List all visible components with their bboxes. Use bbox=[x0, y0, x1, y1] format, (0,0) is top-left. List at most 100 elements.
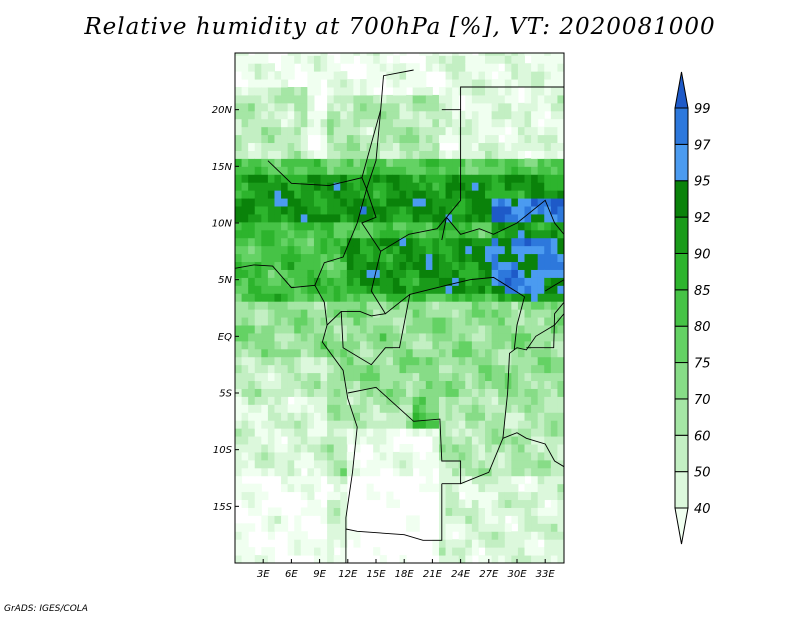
field-cell bbox=[557, 285, 564, 294]
field-cell bbox=[320, 547, 328, 556]
field-cell bbox=[498, 515, 506, 524]
field-cell bbox=[320, 317, 328, 326]
field-cell bbox=[340, 221, 348, 231]
field-cell bbox=[485, 87, 493, 96]
field-cell bbox=[281, 364, 289, 374]
field-cell bbox=[491, 142, 499, 151]
field-cell bbox=[327, 444, 335, 453]
field-cell bbox=[287, 190, 295, 199]
field-cell bbox=[471, 451, 479, 461]
field-cell bbox=[327, 531, 335, 540]
field-cell bbox=[254, 150, 262, 159]
field-cell bbox=[557, 55, 564, 64]
field-cell bbox=[531, 110, 539, 120]
field-cell bbox=[504, 531, 512, 540]
field-cell bbox=[485, 491, 493, 501]
field-cell bbox=[498, 277, 506, 286]
field-cell bbox=[511, 332, 519, 342]
field-cell bbox=[504, 285, 512, 294]
field-cell bbox=[465, 182, 473, 191]
field-cell bbox=[471, 229, 479, 239]
field-cell bbox=[465, 213, 473, 223]
field-cell bbox=[406, 213, 414, 223]
field-cell bbox=[320, 404, 328, 413]
field-cell bbox=[281, 190, 289, 199]
field-cell bbox=[419, 253, 427, 263]
field-cell bbox=[241, 285, 249, 294]
field-cell bbox=[511, 412, 519, 421]
field-cell bbox=[353, 380, 361, 389]
field-cell bbox=[313, 126, 322, 136]
field-cell bbox=[333, 436, 341, 445]
field-cell bbox=[432, 166, 440, 175]
field-cell bbox=[287, 237, 295, 247]
field-cell bbox=[537, 547, 545, 556]
lon-label: 3E bbox=[257, 569, 270, 580]
field-cell bbox=[320, 412, 328, 421]
field-cell bbox=[485, 206, 493, 215]
field-cell bbox=[406, 253, 414, 263]
field-cell bbox=[511, 237, 519, 247]
field-cell bbox=[478, 523, 486, 532]
field-cell bbox=[254, 301, 262, 310]
field-cell bbox=[544, 459, 552, 469]
field-cell bbox=[550, 110, 558, 120]
field-cell bbox=[300, 491, 308, 501]
field-cell bbox=[267, 459, 275, 469]
field-cell bbox=[340, 134, 348, 144]
field-cell bbox=[274, 404, 282, 413]
field-cell bbox=[537, 150, 545, 159]
field-cell bbox=[327, 325, 335, 334]
field-cell bbox=[287, 229, 295, 239]
field-cell bbox=[531, 71, 539, 80]
field-cell bbox=[458, 285, 466, 294]
field-cell bbox=[399, 340, 407, 350]
field-cell bbox=[550, 269, 558, 278]
field-cell bbox=[373, 237, 381, 247]
field-cell bbox=[261, 348, 269, 358]
field-cell bbox=[241, 245, 249, 255]
field-cell bbox=[287, 134, 295, 144]
field-cell bbox=[550, 71, 558, 80]
field-cell bbox=[287, 285, 295, 294]
field-cell bbox=[235, 475, 243, 485]
field-cell bbox=[452, 340, 460, 350]
field-cell bbox=[333, 428, 341, 437]
field-cell bbox=[458, 515, 466, 524]
field-cell bbox=[261, 555, 269, 563]
field-cell bbox=[300, 237, 308, 247]
field-cell bbox=[557, 396, 564, 405]
grads-credit: GrADS: IGES/COLA bbox=[4, 604, 88, 614]
field-cell bbox=[313, 467, 322, 477]
colorbar-label: 99 bbox=[694, 102, 711, 117]
field-cell bbox=[287, 332, 295, 342]
field-cell bbox=[267, 467, 275, 477]
field-cell bbox=[465, 118, 473, 128]
field-cell bbox=[465, 94, 473, 104]
field-cell bbox=[399, 245, 407, 255]
field-cell bbox=[327, 293, 335, 302]
field-cell bbox=[458, 237, 466, 247]
field-cell bbox=[248, 94, 256, 104]
field-cell bbox=[287, 340, 295, 350]
field-cell bbox=[235, 285, 243, 294]
field-cell bbox=[471, 102, 479, 112]
humidity-field bbox=[235, 53, 571, 563]
field-cell bbox=[498, 126, 506, 136]
field-cell bbox=[438, 380, 447, 389]
field-cell bbox=[564, 222, 571, 230]
field-cell bbox=[504, 190, 512, 199]
field-cell bbox=[517, 301, 526, 310]
field-cell bbox=[485, 531, 493, 540]
field-cell bbox=[445, 317, 453, 326]
field-cell bbox=[307, 221, 315, 231]
field-cell bbox=[320, 309, 328, 318]
field-cell bbox=[557, 380, 564, 389]
field-cell bbox=[445, 404, 453, 413]
field-cell bbox=[399, 459, 407, 469]
field-cell bbox=[412, 142, 420, 151]
lat-label: 10N bbox=[212, 219, 233, 230]
field-cell bbox=[432, 396, 440, 405]
field-cell bbox=[294, 110, 302, 120]
field-cell bbox=[491, 158, 499, 167]
